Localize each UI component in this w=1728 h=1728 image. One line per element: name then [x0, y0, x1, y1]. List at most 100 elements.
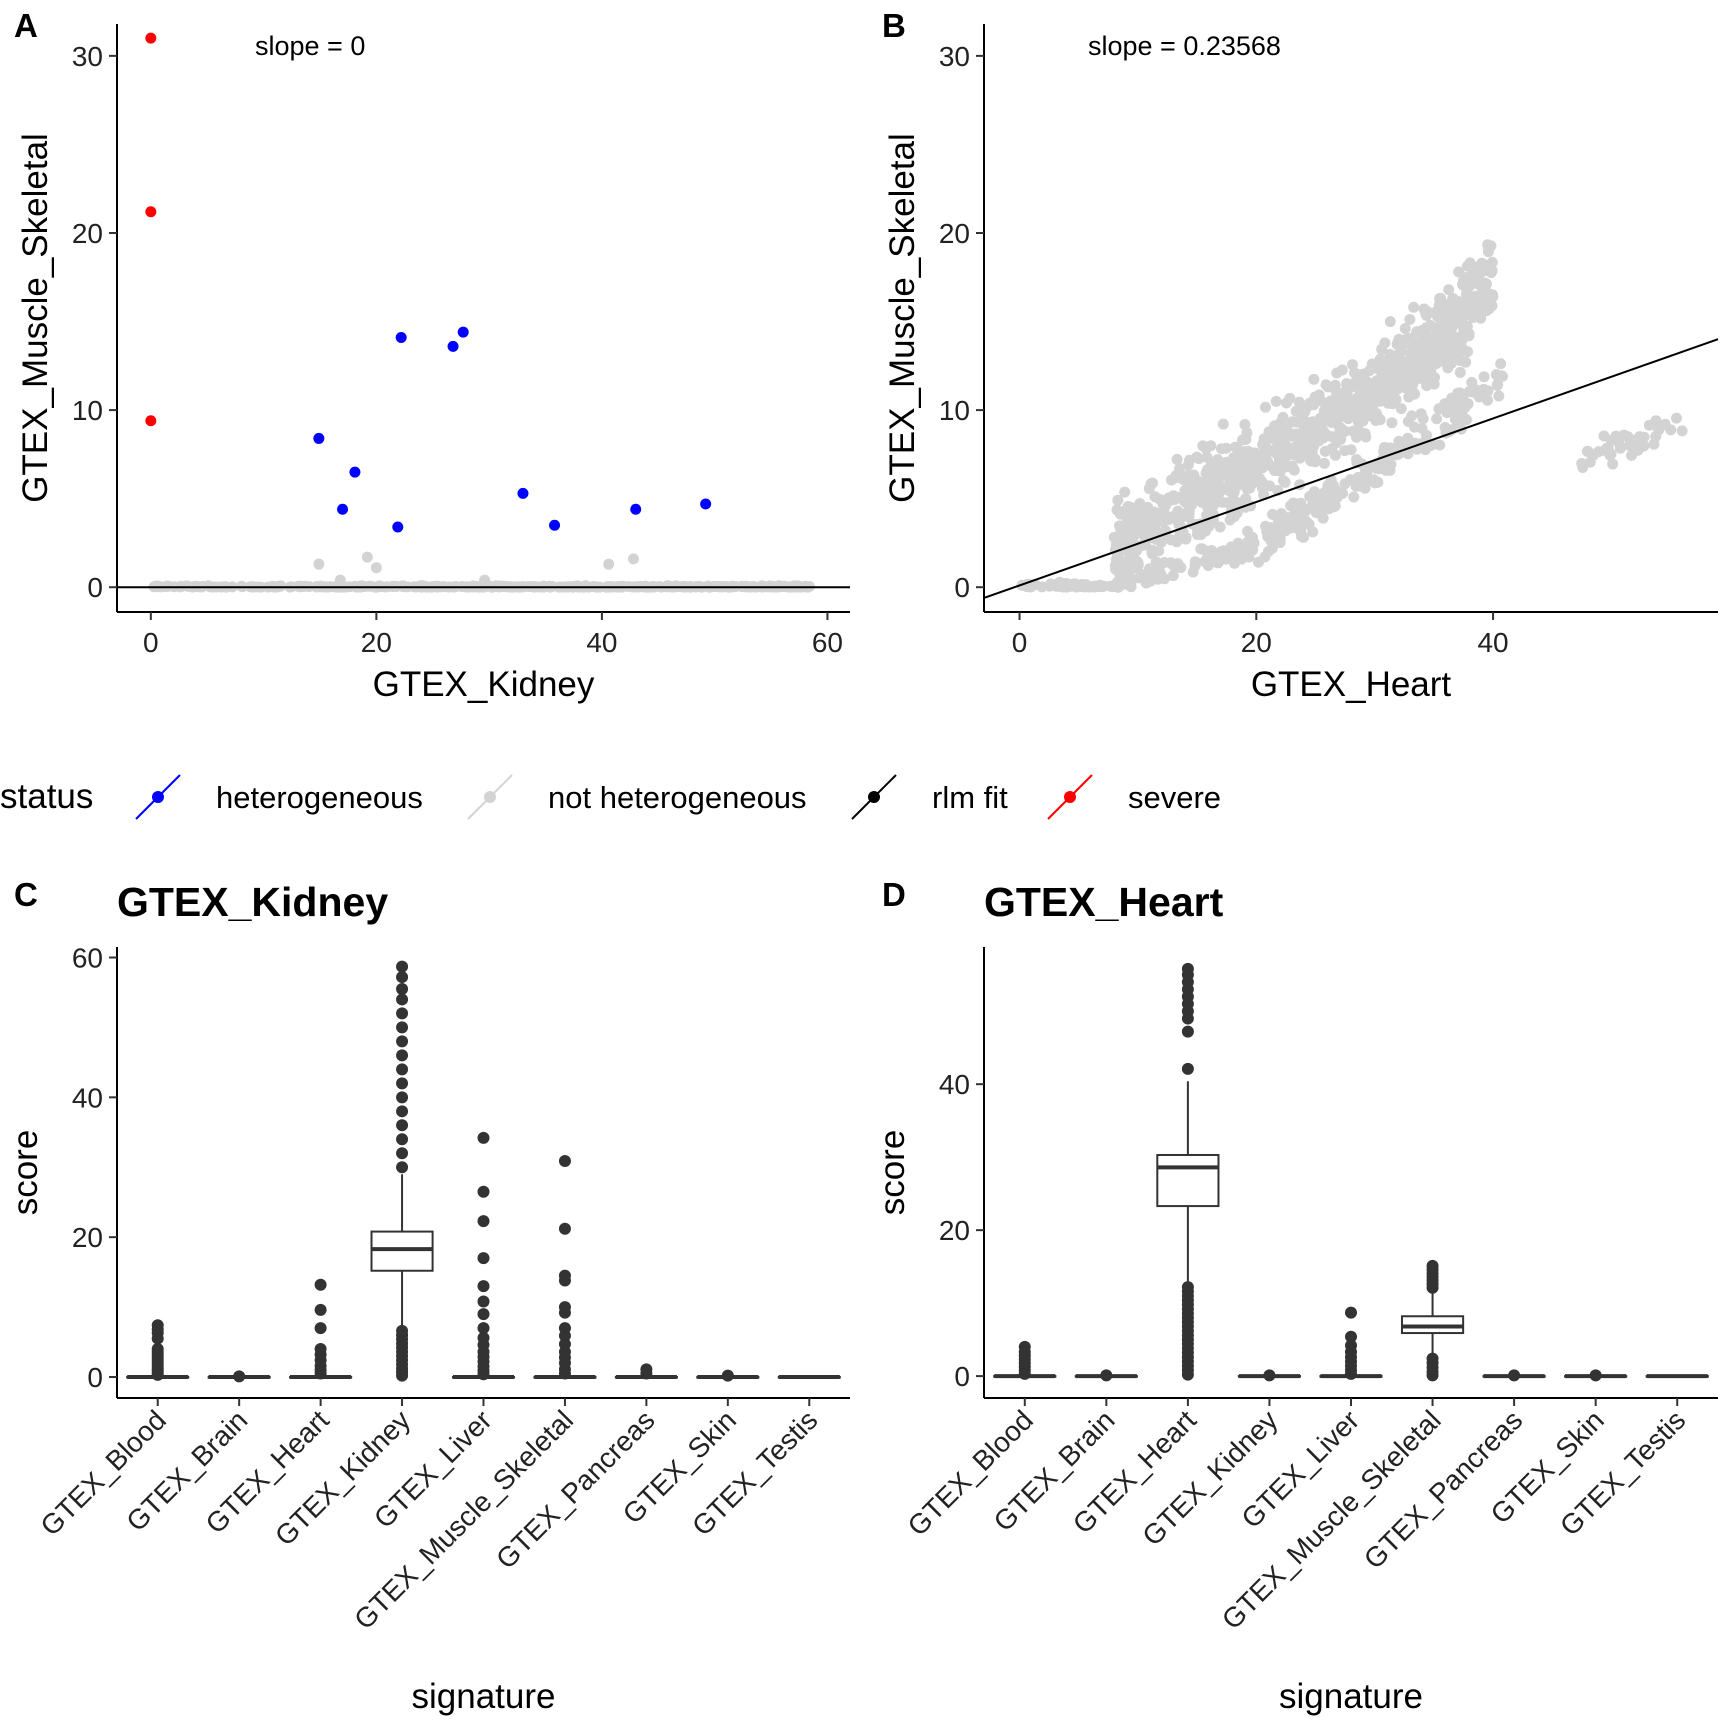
- data-point: [1328, 381, 1340, 393]
- slope-annotation: slope = 0: [255, 31, 365, 61]
- x-axis-title: GTEX_Heart: [1251, 665, 1452, 704]
- outlier-point: [477, 1308, 490, 1321]
- data-point: [1386, 417, 1398, 429]
- data-point: [1452, 387, 1464, 399]
- data-point: [145, 415, 157, 427]
- slope-annotation: slope = 0.23568: [1088, 31, 1281, 61]
- data-point: [1350, 411, 1362, 423]
- outlier-point: [396, 982, 409, 995]
- legend-key-point: [484, 791, 496, 803]
- box-body: [370, 1230, 434, 1272]
- data-point: [1434, 439, 1446, 451]
- outlier-point: [396, 1021, 409, 1034]
- data-point: [1222, 480, 1234, 492]
- data-point: [1461, 285, 1473, 297]
- data-point: [1650, 431, 1662, 443]
- data-point: [1348, 491, 1360, 503]
- data-point: [1272, 464, 1284, 476]
- y-axis-title: score: [873, 1130, 912, 1216]
- data-point: [1217, 418, 1229, 430]
- data-point: [1315, 415, 1327, 427]
- data-point: [1400, 370, 1412, 382]
- data-point: [1290, 405, 1302, 417]
- data-point: [661, 580, 673, 592]
- data-point: [1243, 551, 1255, 563]
- data-point: [1433, 324, 1445, 336]
- data-point: [1493, 390, 1505, 402]
- data-point: [1392, 349, 1404, 361]
- data-point: [1441, 333, 1453, 345]
- outlier-point: [396, 1161, 409, 1174]
- box-GTEX_Pancreas: [1482, 1369, 1546, 1382]
- data-point: [1417, 341, 1429, 353]
- data-point: [1440, 342, 1452, 354]
- data-point: [1282, 513, 1294, 525]
- data-point: [1339, 478, 1351, 490]
- data-point: [1487, 289, 1499, 301]
- data-point: [313, 432, 325, 444]
- legend-label: severe: [1128, 780, 1221, 815]
- data-point: [1118, 521, 1130, 533]
- data-point: [1461, 321, 1473, 333]
- data-point: [1201, 451, 1213, 463]
- data-point: [1338, 426, 1350, 438]
- data-point: [151, 580, 163, 592]
- y-tick-label: 20: [72, 218, 103, 249]
- data-point: [1464, 276, 1476, 288]
- data-point: [1239, 418, 1251, 430]
- data-point: [1372, 375, 1384, 387]
- data-point: [1336, 364, 1348, 376]
- data-point: [1366, 358, 1378, 370]
- panel-tag: C: [14, 876, 38, 913]
- data-point: [1259, 451, 1271, 463]
- data-point: [1482, 246, 1494, 258]
- data-point: [1441, 316, 1453, 328]
- y-tick-label: 0: [87, 1362, 103, 1393]
- outlier-point: [477, 1280, 490, 1293]
- data-point: [1577, 461, 1589, 473]
- outlier-point: [314, 1322, 327, 1335]
- data-point: [1260, 433, 1272, 445]
- data-point: [395, 331, 407, 343]
- box-GTEX_Muscle_Skeletal: [1400, 1259, 1465, 1382]
- data-point: [603, 558, 615, 570]
- outlier-point: [558, 1301, 571, 1314]
- data-point: [1470, 308, 1482, 320]
- outlier-point: [477, 1252, 490, 1265]
- data-point: [1189, 556, 1201, 568]
- legend-key-point: [868, 791, 880, 803]
- panel-tag: A: [14, 7, 38, 44]
- data-point: [1302, 432, 1314, 444]
- data-point: [1610, 430, 1622, 442]
- x-tick-label: 60: [812, 627, 843, 658]
- plot-title: GTEX_Kidney: [117, 879, 388, 925]
- outlier-point: [314, 1343, 327, 1356]
- data-point: [1329, 449, 1341, 461]
- data-point: [1111, 504, 1123, 516]
- data-point: [1198, 496, 1210, 508]
- data-point: [1431, 413, 1443, 425]
- data-point: [1402, 432, 1414, 444]
- data-point: [1399, 322, 1411, 334]
- box-GTEX_Liver: [1319, 1306, 1383, 1380]
- data-point: [1260, 520, 1272, 532]
- data-point: [1630, 436, 1642, 448]
- data-point: [1486, 256, 1498, 268]
- data-point: [1439, 398, 1451, 410]
- outlier-point: [396, 960, 409, 973]
- box-GTEX_Blood: [993, 1340, 1057, 1380]
- data-point: [1180, 532, 1192, 544]
- data-point: [1456, 334, 1468, 346]
- data-point: [1450, 295, 1462, 307]
- outlier-point: [1426, 1352, 1439, 1365]
- outlier-point: [314, 1303, 327, 1316]
- data-point: [1239, 446, 1251, 458]
- outlier-point: [640, 1363, 653, 1376]
- data-point: [1171, 453, 1183, 465]
- data-point: [1461, 301, 1473, 313]
- outlier-point: [1426, 1259, 1439, 1272]
- data-point: [1323, 478, 1335, 490]
- outlier-point: [477, 1185, 490, 1198]
- data-point: [1200, 545, 1212, 557]
- data-point: [1480, 305, 1492, 317]
